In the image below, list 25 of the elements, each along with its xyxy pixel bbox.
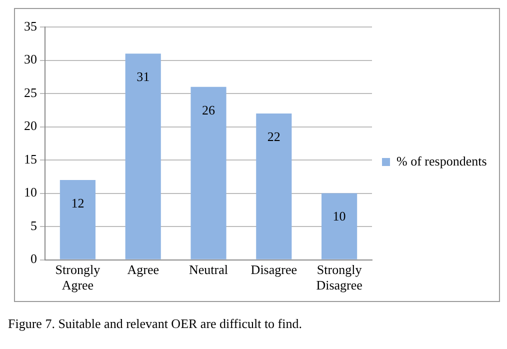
x-tick-label: Agree <box>127 262 160 278</box>
x-tick-label: Neutral <box>189 262 228 278</box>
bar <box>322 193 358 260</box>
x-tick-label: Strongly Disagree <box>316 262 363 293</box>
bar <box>125 54 161 260</box>
y-tick-label: 20 <box>24 118 37 134</box>
bar <box>190 86 226 260</box>
y-tick-label: 5 <box>30 218 37 233</box>
data-label: 26 <box>202 102 216 118</box>
data-label: 12 <box>71 195 84 210</box>
y-tick-label: 25 <box>24 84 37 100</box>
y-tick-label: 30 <box>24 52 37 67</box>
y-tick-label: 35 <box>24 18 37 34</box>
bar <box>60 180 96 260</box>
y-tick-label: 10 <box>24 184 37 200</box>
y-tick-label: 0 <box>30 251 37 266</box>
caption: Figure 7. Suitable and relevant OER are difficult to find. <box>8 316 303 332</box>
x-tick-label: Strongly Agree <box>55 262 101 293</box>
legend-label: % of respondents <box>396 153 487 168</box>
x-tick-label: Disagree <box>250 262 298 278</box>
bar <box>256 113 292 260</box>
data-label: 10 <box>332 208 346 224</box>
y-tick-label: 15 <box>24 151 37 166</box>
data-label: 31 <box>136 69 150 84</box>
data-label: 22 <box>267 128 280 144</box>
